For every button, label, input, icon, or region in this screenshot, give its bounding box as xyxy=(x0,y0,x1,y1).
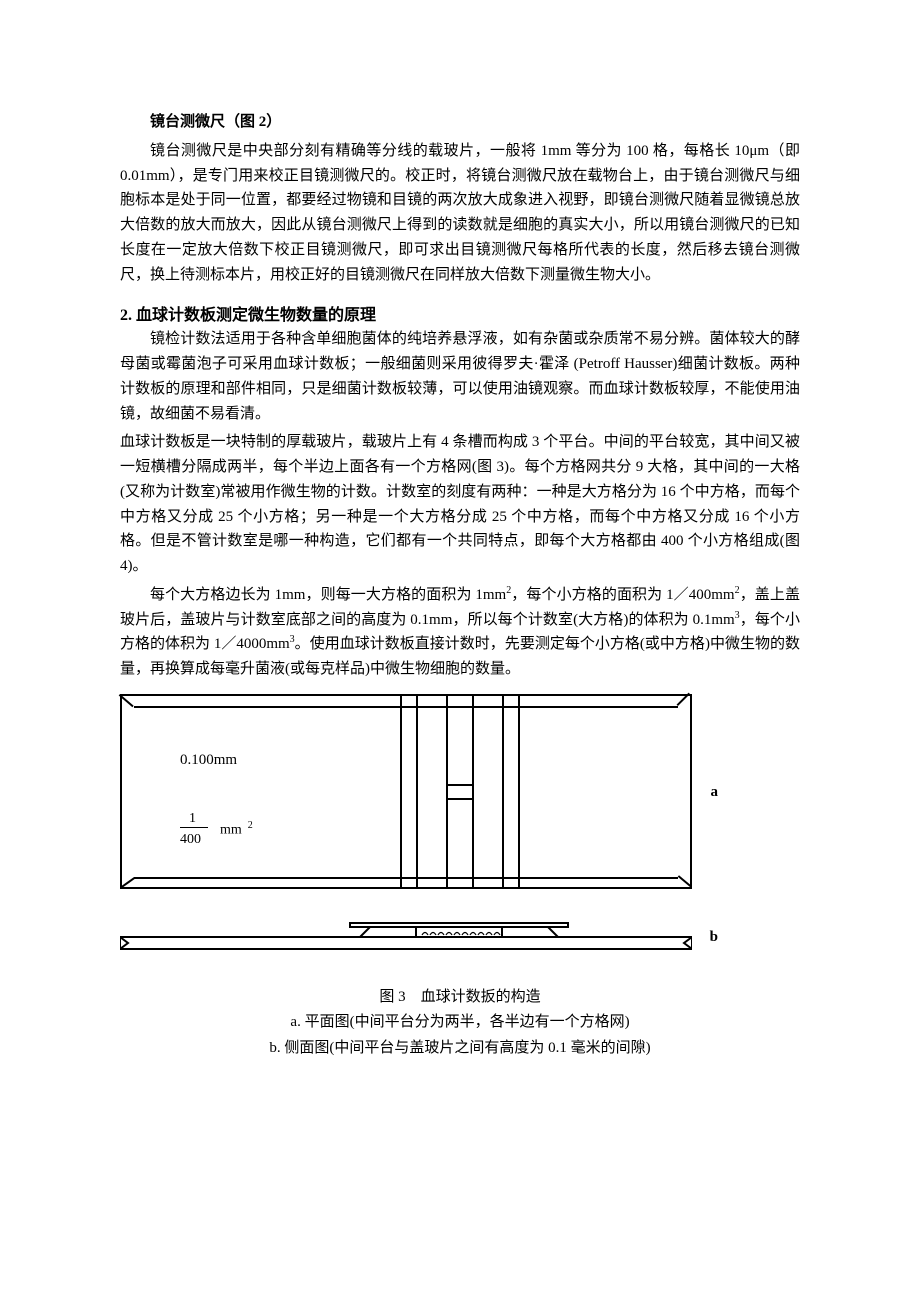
page: 镜台测微尺（图 2） 镜台测微尺是中央部分刻有精确等分线的载玻片，一般将 1mm… xyxy=(0,0,920,1181)
paragraph-board-structure: 血球计数板是一块特制的厚载玻片，载玻片上有 4 条槽而构成 3 个平台。中间的平… xyxy=(120,430,800,579)
figure-line xyxy=(416,694,418,889)
figure-line xyxy=(120,887,692,889)
caption-line-b: b. 侧面图(中间平台与盖玻片之间有高度为 0.1 毫米的间隙) xyxy=(120,1036,800,1062)
figure-line xyxy=(472,694,474,889)
heading-hemocytometer: 2. 血球计数板测定微生物数量的原理 xyxy=(120,301,800,325)
figure-frac-unit: mm2 xyxy=(220,820,253,839)
caption-line-a: a. 平面图(中间平台分为两半，各半边有一个方格网) xyxy=(120,1010,800,1036)
figure-line xyxy=(400,694,402,889)
figure-3-wrap: a 0.100mm 1 400 mm2 b xyxy=(120,694,800,969)
figure-line xyxy=(120,694,122,889)
label-a: a xyxy=(711,784,719,801)
figure-line xyxy=(446,784,472,786)
heading-mirror-ruler: 镜台测微尺（图 2） xyxy=(120,110,800,135)
figure-3a-plan: a 0.100mm1400mm2 xyxy=(120,694,692,889)
figure-line xyxy=(690,694,692,889)
paragraph-mirror-ruler: 镜台测微尺是中央部分刻有精确等分线的载玻片，一般将 1mm 等分为 100 格，… xyxy=(120,139,800,288)
figure-line xyxy=(446,694,448,889)
figure-line xyxy=(518,694,520,889)
figure-3b-side: b xyxy=(120,913,692,969)
figure-frac-num: 1 xyxy=(189,811,196,827)
paragraph-method: 镜检计数法适用于各种含单细胞菌体的纯培养悬浮液，如有杂菌或杂质常不易分辨。菌体较… xyxy=(120,327,800,426)
caption-title: 图 3 血球计数扳的构造 xyxy=(120,985,800,1011)
figure-line xyxy=(134,877,678,879)
figure-line xyxy=(134,706,678,708)
para4-part-b: ，每个小方格的面积为 1／400mm xyxy=(511,587,734,603)
figure-side-svg xyxy=(120,913,692,969)
figure-line xyxy=(446,798,472,800)
label-b: b xyxy=(710,929,718,946)
figure-3-caption: 图 3 血球计数扳的构造 a. 平面图(中间平台分为两半，各半边有一个方格网) … xyxy=(120,985,800,1062)
para4-part-a: 每个大方格边长为 1mm，则每一大方格的面积为 1mm xyxy=(150,587,506,603)
figure-line xyxy=(502,694,504,889)
figure-frac-line xyxy=(180,827,208,828)
figure-line xyxy=(120,694,692,696)
figure-label-depth: 0.100mm xyxy=(180,752,237,769)
figure-frac-den: 400 xyxy=(180,832,201,848)
paragraph-dimensions: 每个大方格边长为 1mm，则每一大方格的面积为 1mm2，每个小方格的面积为 1… xyxy=(120,583,800,682)
